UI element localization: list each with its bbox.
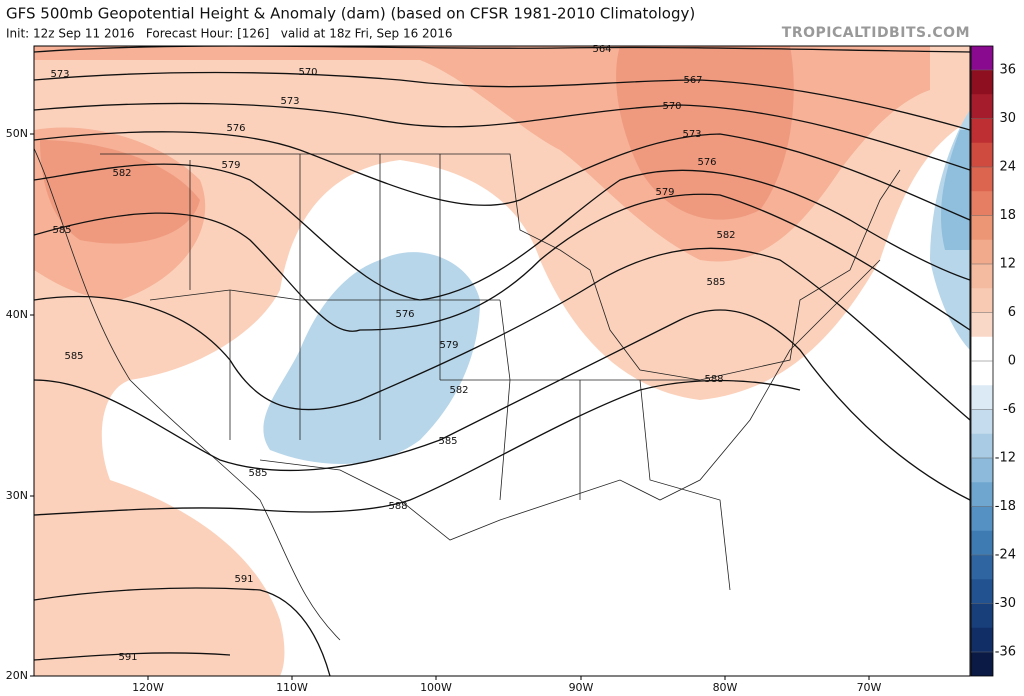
colorbar-bin	[971, 433, 993, 459]
contour-label: 585	[248, 468, 267, 479]
colorbar-bin	[971, 603, 993, 629]
colorbar-bin	[971, 482, 993, 507]
contour-label: 588	[704, 374, 723, 385]
colorbar-label: -36	[995, 645, 1016, 660]
contour-label: 570	[662, 101, 681, 112]
colorbar-label: 30	[999, 111, 1016, 126]
map-area	[33, 45, 971, 677]
lon-label: 110W	[276, 681, 308, 694]
contour-label: 582	[716, 230, 735, 241]
colorbar-bin	[971, 288, 993, 313]
colorbar-bin	[971, 506, 993, 532]
colorbar-bin	[971, 579, 993, 604]
colorbar-label: 0	[1008, 354, 1016, 369]
contour-label: 582	[112, 168, 131, 179]
colorbar-bin	[971, 167, 993, 192]
colorbar-bin	[971, 458, 993, 483]
contour-label: 591	[234, 574, 253, 585]
contour-label: 585	[64, 351, 83, 362]
lon-label: 90W	[569, 681, 594, 694]
colorbar-label: 12	[999, 257, 1016, 272]
colorbar-bin	[971, 312, 993, 338]
contour-label: 576	[697, 157, 716, 168]
contour-label: 576	[395, 309, 414, 320]
contour-label: 573	[682, 129, 701, 140]
colorbar-bin	[971, 336, 993, 362]
colorbar-label: -24	[995, 548, 1016, 563]
colorbar-label: -6	[1003, 402, 1016, 417]
lon-label: 120W	[132, 681, 164, 694]
contour-label: 585	[438, 436, 457, 447]
colorbar-bin	[971, 555, 993, 580]
lat-label: 20N	[6, 669, 28, 682]
lon-label: 80W	[713, 681, 738, 694]
colorbar-bin	[971, 530, 993, 556]
contour-label: 567	[683, 75, 702, 86]
map-labels: 50N 40N 30N 20N 120W 110W 100W 90W 80W 70W 573 570 5…	[6, 44, 882, 694]
lon-label: 100W	[420, 681, 452, 694]
lat-label: 50N	[6, 127, 28, 140]
colorbar-label: 18	[999, 208, 1016, 223]
colorbar-label: 36	[999, 63, 1016, 78]
colorbar-label: -18	[995, 499, 1016, 514]
contour-label: 579	[439, 340, 458, 351]
colorbar-bin	[971, 142, 993, 168]
colorbar: 36 30 24 18 12 6 0 -6 -12 -18 -24 -30 -36	[970, 45, 1016, 677]
colorbar-bin	[971, 627, 993, 653]
colorbar-bin	[971, 94, 993, 119]
contour-label: 582	[449, 385, 468, 396]
map-subtitle: Init: 12z Sep 11 2016 Forecast Hour: [12…	[6, 27, 453, 41]
colorbar-end	[971, 46, 993, 70]
lon-label: 70W	[857, 681, 882, 694]
colorbar-end	[971, 652, 993, 676]
contour-label: 585	[706, 277, 725, 288]
colorbar-bin	[971, 264, 993, 289]
map-title: GFS 500mb Geopotential Height & Anomaly …	[6, 5, 695, 23]
colorbar-bin	[971, 361, 993, 386]
colorbar-bin	[971, 118, 993, 144]
contour-label: 573	[280, 96, 299, 107]
lat-label: 40N	[6, 308, 28, 321]
contour-label: 579	[655, 187, 674, 198]
contour-label: 573	[50, 69, 69, 80]
contour-label: 570	[298, 67, 317, 78]
colorbar-bin	[971, 239, 993, 265]
contour-label: 588	[388, 501, 407, 512]
colorbar-bin	[971, 215, 993, 241]
colorbar-bin	[971, 409, 993, 435]
lat-label: 30N	[6, 489, 28, 502]
contour-label: 579	[221, 160, 240, 171]
watermark: TROPICALTIDBITS.COM	[782, 25, 970, 41]
colorbar-bin	[971, 385, 993, 410]
colorbar-label: 24	[999, 160, 1016, 175]
contour-label: 591	[118, 652, 137, 663]
colorbar-label: -30	[995, 596, 1016, 611]
colorbar-label: -12	[995, 451, 1016, 466]
contour-label: 585	[52, 225, 71, 236]
colorbar-label: 6	[1008, 305, 1016, 320]
colorbar-bin	[971, 70, 993, 95]
contour-label: 576	[226, 123, 245, 134]
contour-label: 564	[592, 44, 611, 55]
colorbar-bin	[971, 191, 993, 216]
